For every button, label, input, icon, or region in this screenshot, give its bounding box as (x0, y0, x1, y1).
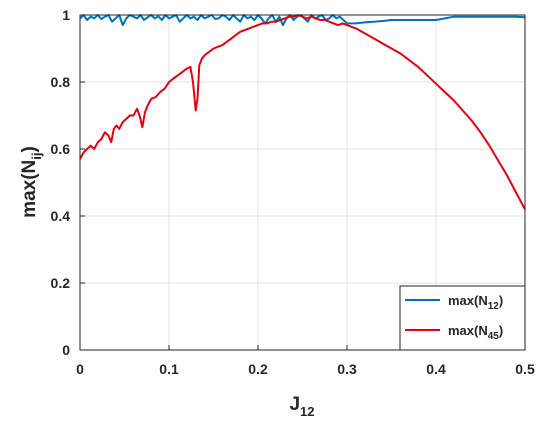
tick-labels: 0 0.1 0.2 0.3 0.4 0.5 0 0.2 0.4 0.6 0.8 1 (51, 7, 535, 377)
legend-box (399, 285, 526, 351)
y-tick-label: 0.4 (51, 208, 71, 224)
y-tick-label: 1 (62, 7, 70, 23)
grid (79, 14, 526, 351)
plot-frame (79, 14, 526, 351)
legend-label-max-n12: max(N12) (448, 293, 503, 312)
series-lines (79, 14, 526, 210)
x-tick-label: 0.5 (515, 361, 535, 377)
legend: max(N12) max(N45) (399, 285, 526, 351)
y-axis-title: max(Nij) (19, 146, 44, 218)
y-tick-label: 0 (62, 342, 70, 358)
x-axis-title: J12 (289, 394, 314, 419)
x-tick-label: 0 (76, 361, 84, 377)
legend-label-max-n45: max(N45) (448, 323, 503, 342)
x-tick-label: 0.1 (159, 361, 179, 377)
series-line-max-n12 (79, 14, 526, 27)
y-tick-label: 0.6 (51, 141, 71, 157)
x-tick-label: 0.2 (248, 361, 268, 377)
y-tick-label: 0.2 (51, 275, 71, 291)
y-tick-label: 0.8 (51, 74, 71, 90)
x-tick-label: 0.3 (337, 361, 357, 377)
x-tick-label: 0.4 (426, 361, 446, 377)
series-line-max-n45 (79, 14, 526, 210)
